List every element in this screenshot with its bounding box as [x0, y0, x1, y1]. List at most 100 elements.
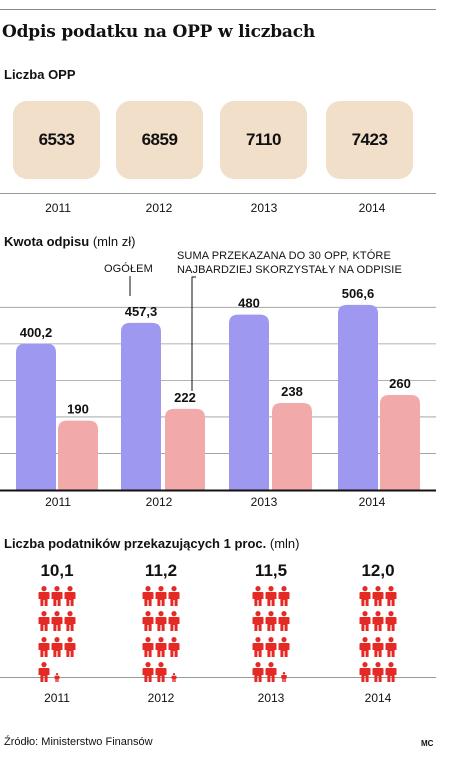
top30-bar-2012 [165, 408, 205, 490]
opp-count-card-2011: 6533 [13, 101, 100, 179]
taxpayers-year-label-2012: 2012 [148, 691, 175, 705]
taxpayers-year-label-2011: 2011 [44, 691, 70, 705]
top30-bar-2014 [380, 395, 420, 490]
top30-value-label-2012: 222 [174, 390, 196, 405]
person-icon-2014-3 [385, 586, 397, 606]
person-icon-2013-3 [278, 586, 290, 606]
person-icon-2013-2 [265, 586, 277, 606]
total-value-label-2012: 457,3 [125, 304, 158, 319]
person-icon-2014-12 [385, 662, 397, 682]
opp-count-card-2013: 7110 [220, 101, 307, 179]
person-icon-2013-4 [252, 611, 264, 631]
amount-year-label-2011: 2011 [45, 495, 71, 509]
person-icon-2013-1 [252, 586, 264, 606]
section-title-opp-count: Liczba OPP [4, 67, 76, 82]
person-icon-2012-1 [142, 586, 154, 606]
taxpayers-value-label-2012: 11,2 [144, 561, 178, 580]
top-rule [0, 9, 436, 10]
top30-bar-2011 [58, 420, 98, 490]
annotation-top30-pointer [191, 276, 196, 391]
person-icon-2012-9 [168, 637, 180, 657]
total-value-label-2013: 480 [238, 296, 260, 311]
person-icon-2013-5 [265, 611, 277, 631]
person-icon-2011-6 [64, 611, 76, 631]
person-icon-2011-5 [51, 611, 63, 631]
top30-value-label-2014: 260 [389, 376, 411, 391]
person-icon-2014-7 [359, 637, 371, 657]
person-icon-2014-5 [372, 611, 384, 631]
annotation-top30-line2: NAJBARDZIEJ SKORZYSTAŁY NA ODPISIE [177, 264, 402, 276]
opp-count-card-2012: 6859 [116, 101, 203, 179]
section-title-amount: Kwota odpisu (mln zł) [4, 234, 135, 249]
person-icon-2013-9 [278, 637, 290, 657]
credit-initials: MC [421, 739, 434, 748]
amount-year-label-2013: 2013 [251, 495, 278, 509]
person-icon-2014-2 [372, 586, 384, 606]
person-icon-2013-8 [265, 637, 277, 657]
opp-year-label-2014: 2014 [359, 201, 386, 215]
person-icon-2014-9 [385, 637, 397, 657]
person-icon-2012-5 [155, 611, 167, 631]
top30-value-label-2011: 190 [67, 402, 89, 417]
person-icon-2014-11 [372, 662, 384, 682]
person-icon-2012-6 [168, 611, 180, 631]
section-title-amount-text: Kwota odpisu [4, 234, 90, 249]
section-title-taxpayers-unit: (mln) [269, 536, 300, 551]
top30-value-label-2013: 238 [281, 384, 303, 399]
total-bar-2011 [16, 343, 56, 490]
person-icon-2013-partial [281, 672, 287, 682]
annotation-total: OGÓŁEM [104, 263, 153, 275]
person-icon-2014-4 [359, 611, 371, 631]
person-icon-2014-8 [372, 637, 384, 657]
person-icon-2012-3 [168, 586, 180, 606]
taxpayers-value-label-2014: 12,0 [361, 561, 395, 580]
person-icon-2011-2 [51, 586, 63, 606]
person-icon-2012-2 [155, 586, 167, 606]
total-bar-2013 [229, 314, 269, 490]
person-icon-2014-6 [385, 611, 397, 631]
person-icon-2012-partial [171, 673, 177, 682]
person-icon-2012-8 [155, 637, 167, 657]
amount-year-label-2014: 2014 [359, 495, 386, 509]
section-title-amount-unit: (mln zł) [92, 234, 136, 249]
taxpayers-year-label-2014: 2014 [365, 691, 392, 705]
person-icon-2013-7 [252, 637, 264, 657]
total-value-label-2014: 506,6 [342, 286, 375, 301]
person-icon-2012-11 [155, 662, 167, 682]
amount-year-label-2012: 2012 [146, 495, 173, 509]
person-icon-2011-8 [51, 637, 63, 657]
person-icon-2011-3 [64, 586, 76, 606]
person-icon-2012-7 [142, 637, 154, 657]
top30-bar-2013 [272, 403, 312, 490]
annotation-top30: SUMA PRZEKAZANA DO 30 OPP, KTÓRE NAJBARD… [177, 249, 402, 277]
person-icon-2013-11 [265, 662, 277, 682]
total-bar-2014 [338, 304, 378, 490]
person-icon-2011-7 [38, 637, 50, 657]
person-icon-2012-10 [142, 662, 154, 682]
person-icon-2011-4 [38, 611, 50, 631]
person-icon-2012-4 [142, 611, 154, 631]
taxpayers-year-label-2013: 2013 [258, 691, 285, 705]
annotation-top30-line1: SUMA PRZEKAZANA DO 30 OPP, KTÓRE [177, 250, 391, 262]
source-note: Źródło: Ministerstwo Finansów [4, 736, 153, 748]
opp-year-label-2013: 2013 [251, 201, 278, 215]
opp-count-card-2014: 7423 [326, 101, 413, 179]
section-title-taxpayers: Liczba podatników przekazujących 1 proc.… [4, 536, 299, 551]
taxpayers-value-label-2013: 11,5 [254, 561, 288, 580]
person-icon-2011-1 [38, 586, 50, 606]
total-bar-2012 [121, 322, 161, 490]
section-title-taxpayers-text: Liczba podatników przekazujących 1 proc. [4, 536, 267, 551]
person-icon-2013-6 [278, 611, 290, 631]
person-icon-2013-10 [252, 662, 264, 682]
person-icon-2011-partial [54, 673, 60, 682]
person-icon-2011-10 [38, 662, 50, 682]
taxpayers-value-label-2011: 10,1 [40, 561, 74, 580]
page-title: Odpis podatku na OPP w liczbach [2, 22, 316, 42]
opp-year-label-2012: 2012 [146, 201, 173, 215]
person-icon-2014-10 [359, 662, 371, 682]
person-icon-2011-9 [64, 637, 76, 657]
person-icon-2014-1 [359, 586, 371, 606]
opp-year-label-2011: 2011 [45, 201, 71, 215]
total-value-label-2011: 400,2 [20, 325, 53, 340]
